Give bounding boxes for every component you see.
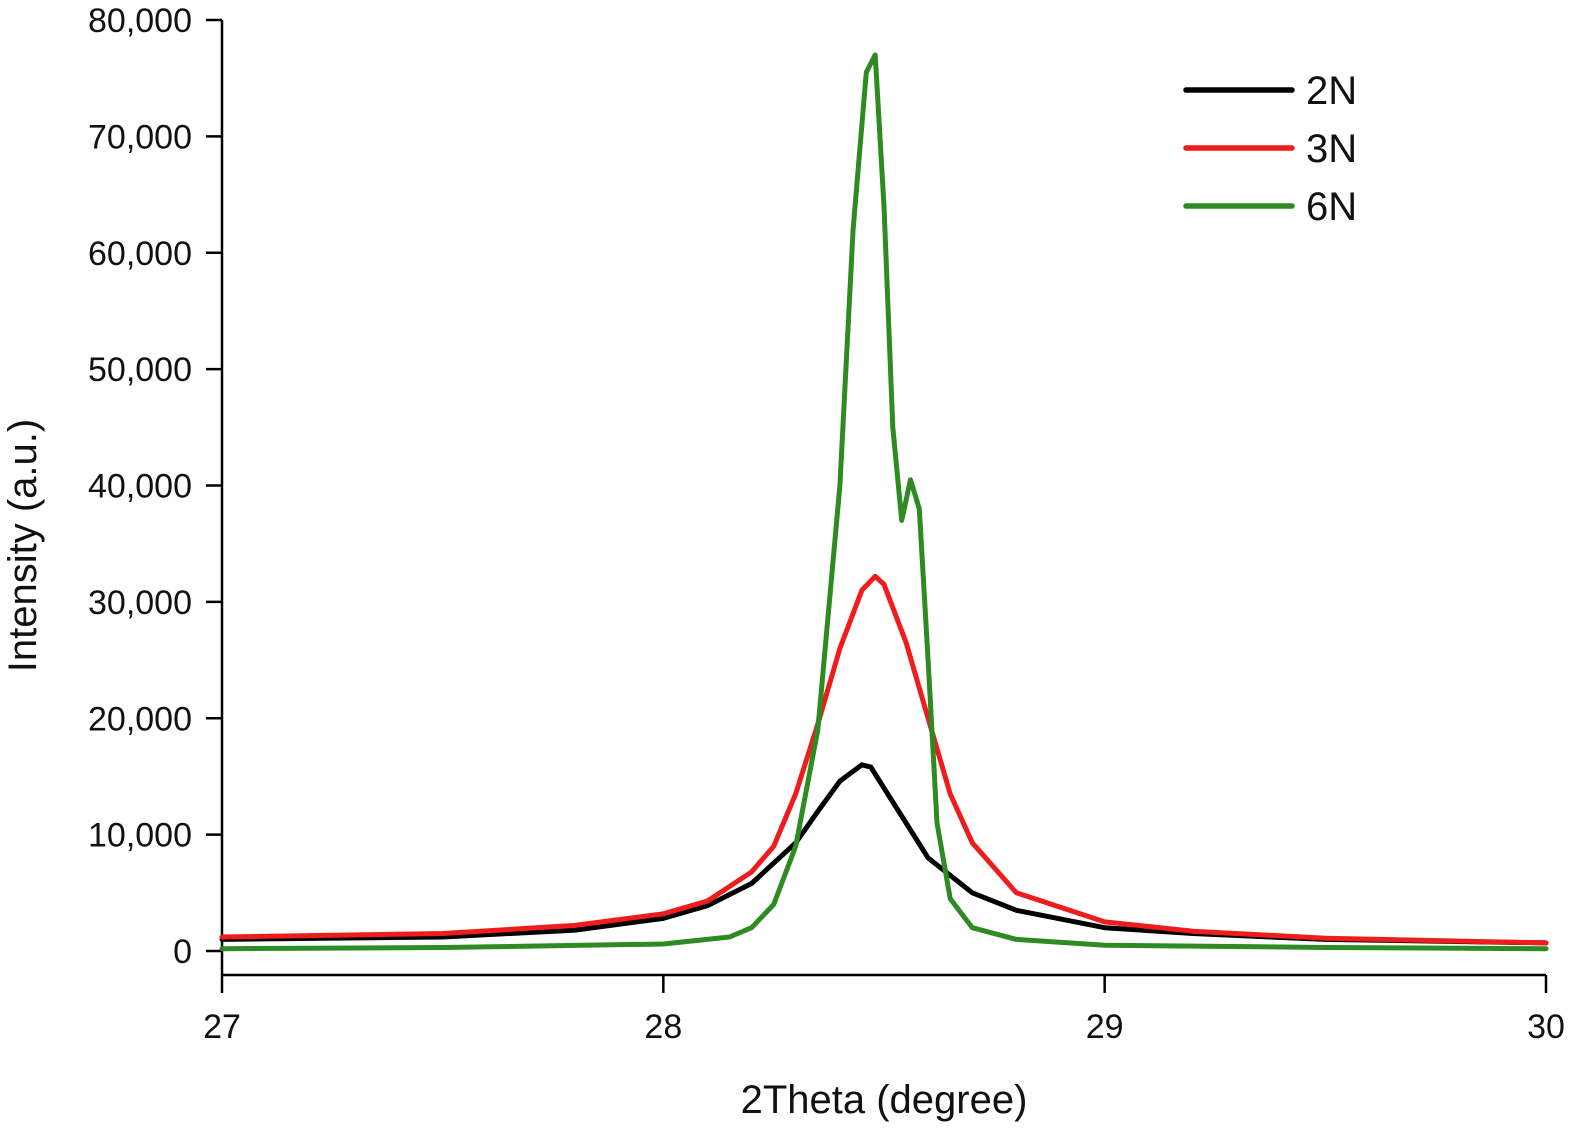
axes bbox=[220, 20, 1546, 977]
x-tick-label: 29 bbox=[1086, 1008, 1124, 1046]
series-line-6n bbox=[219, 52, 1549, 952]
y-tick-label: 70,000 bbox=[88, 118, 192, 156]
y-tick-label: 80,000 bbox=[88, 2, 192, 40]
y-tick-label: 60,000 bbox=[88, 235, 192, 273]
y-tick-label: 40,000 bbox=[88, 468, 192, 506]
x-tick-label: 27 bbox=[203, 1008, 241, 1046]
y-tick-label: 50,000 bbox=[88, 351, 192, 389]
x-tick-label: 28 bbox=[644, 1008, 682, 1046]
x-tick-label: 30 bbox=[1527, 1008, 1565, 1046]
series-line-2n bbox=[219, 762, 1549, 946]
legend-label-2n: 2N bbox=[1306, 69, 1357, 113]
y-tick-label: 30,000 bbox=[88, 584, 192, 622]
y-axis-title: Intensity (a.u.) bbox=[1, 419, 45, 672]
series-layer bbox=[219, 52, 1549, 952]
y-tick-label: 10,000 bbox=[88, 817, 192, 855]
legend: 2N 3N 6N bbox=[1183, 69, 1357, 229]
y-ticks: 0 10,000 20,000 30,000 40,000 50,000 60,000 70,… bbox=[88, 2, 222, 971]
x-axis-title: 2Theta (degree) bbox=[741, 1078, 1028, 1122]
y-tick-label: 20,000 bbox=[88, 700, 192, 738]
series-line-3n bbox=[219, 573, 1549, 946]
y-tick-label: 0 bbox=[173, 933, 192, 971]
legend-label-6n: 6N bbox=[1306, 185, 1357, 229]
legend-label-3n: 3N bbox=[1306, 127, 1357, 171]
x-ticks: 27 28 29 30 bbox=[203, 975, 1565, 1046]
